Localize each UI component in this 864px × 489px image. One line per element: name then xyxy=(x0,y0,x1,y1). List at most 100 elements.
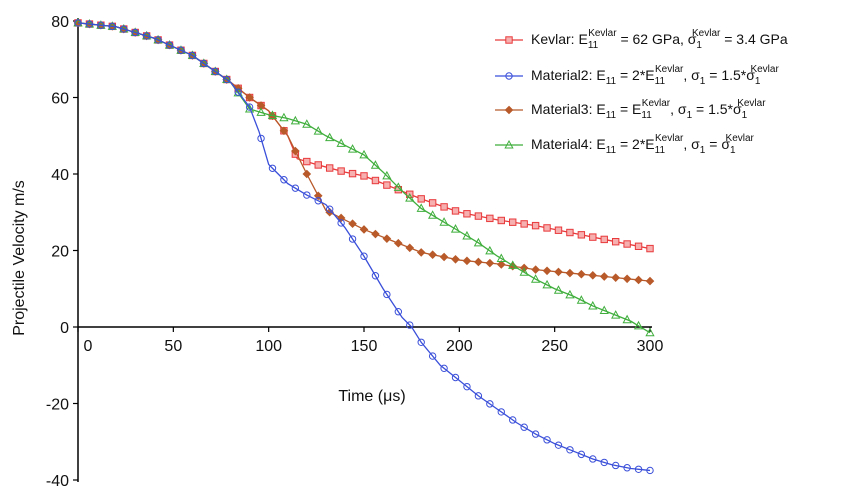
series-marker xyxy=(520,423,528,431)
legend: Kevlar: E11Kevlar = 62 GPa, σ1Kevlar = 3… xyxy=(495,28,788,156)
series-layer xyxy=(73,17,655,475)
series-marker xyxy=(599,272,609,281)
series-marker xyxy=(302,169,312,179)
series-marker xyxy=(165,41,174,49)
series-marker xyxy=(543,224,551,232)
series-marker xyxy=(382,170,392,180)
x-tick-label: 200 xyxy=(446,338,473,355)
y-tick-label: 60 xyxy=(51,91,69,108)
series-marker xyxy=(565,268,575,278)
series-marker xyxy=(645,327,655,337)
series-marker xyxy=(519,267,529,276)
series-marker xyxy=(530,274,541,283)
series-marker xyxy=(245,103,254,111)
legend-label: Material3: E11 = E11Kevlar, σ1 = 1.5*σ1K… xyxy=(531,98,766,121)
series-marker xyxy=(280,176,288,184)
series-2 xyxy=(74,19,654,475)
series-marker xyxy=(451,207,460,215)
y-axis-title: Projectile Velocity m/s xyxy=(11,180,28,336)
series-marker xyxy=(233,87,243,97)
series-marker xyxy=(634,275,643,285)
series-marker xyxy=(360,172,368,180)
series-marker xyxy=(463,382,471,391)
series-marker xyxy=(611,461,620,470)
series-marker xyxy=(325,132,335,142)
series-marker xyxy=(325,164,334,172)
series-marker xyxy=(74,19,82,27)
series-marker xyxy=(566,446,574,454)
series-marker xyxy=(485,258,495,268)
series-marker xyxy=(211,67,219,76)
series-marker xyxy=(599,305,609,315)
series-marker xyxy=(566,228,574,237)
series-marker xyxy=(371,229,380,239)
series-marker xyxy=(371,272,380,280)
series-marker xyxy=(611,238,620,246)
x-tick-label: 150 xyxy=(351,338,378,355)
series-marker xyxy=(451,254,460,264)
y-tick-label: 80 xyxy=(51,14,69,31)
series-marker xyxy=(428,250,437,260)
series-marker xyxy=(600,458,608,467)
series-marker xyxy=(451,373,460,382)
series-marker xyxy=(600,235,608,244)
series-marker xyxy=(85,20,94,28)
series-marker xyxy=(383,181,391,189)
series-marker xyxy=(428,199,437,207)
series-marker xyxy=(359,225,369,234)
series-marker xyxy=(257,134,265,143)
series-line xyxy=(77,22,651,282)
series-marker xyxy=(348,219,357,229)
series-marker xyxy=(554,267,563,277)
legend-label: Material2: E11 = 2*E11Kevlar, σ1 = 1.5*σ… xyxy=(531,64,779,87)
series-marker xyxy=(440,203,448,211)
series-marker xyxy=(370,160,381,169)
series-marker xyxy=(622,274,632,284)
series-marker xyxy=(554,441,563,449)
series-marker xyxy=(577,450,586,459)
series-marker xyxy=(302,119,312,128)
series-marker xyxy=(565,289,575,299)
series-marker xyxy=(416,203,426,212)
series-marker xyxy=(268,164,277,172)
legend-item-3: Material3: E11 = E11Kevlar, σ1 = 1.5*σ1K… xyxy=(495,98,766,121)
series-marker xyxy=(646,244,654,253)
series-marker xyxy=(336,138,346,147)
legend-item-1: Kevlar: E11Kevlar = 62 GPa, σ1Kevlar = 3… xyxy=(495,28,788,51)
series-marker xyxy=(325,205,334,213)
legend-marker xyxy=(504,139,514,149)
y-tick-label: 0 xyxy=(60,320,69,337)
series-marker xyxy=(634,242,643,250)
series-marker xyxy=(439,217,449,226)
series-marker xyxy=(577,231,586,239)
series-marker xyxy=(474,257,483,267)
series-marker xyxy=(337,167,345,175)
x-tick-label: 100 xyxy=(255,338,282,355)
series-marker xyxy=(509,416,517,424)
series-marker xyxy=(154,36,162,44)
series-marker xyxy=(417,338,425,346)
series-marker xyxy=(531,430,540,438)
series-marker xyxy=(633,320,644,330)
legend-marker xyxy=(505,72,513,80)
series-marker xyxy=(553,285,564,294)
series-marker xyxy=(623,464,631,472)
x-tick-label: 50 xyxy=(164,338,182,355)
y-tick-label: 40 xyxy=(51,167,69,184)
series-marker xyxy=(359,149,369,159)
series-marker xyxy=(347,144,358,153)
series-marker xyxy=(267,110,278,119)
series-marker xyxy=(646,466,654,475)
series-marker xyxy=(485,245,495,255)
series-marker xyxy=(394,238,403,248)
series-3 xyxy=(73,18,655,286)
series-marker xyxy=(256,107,266,116)
series-marker xyxy=(576,295,587,304)
series-marker xyxy=(486,214,494,223)
series-marker xyxy=(142,32,151,40)
series-marker xyxy=(508,260,518,269)
series-marker xyxy=(622,314,632,324)
series-marker xyxy=(371,176,380,185)
series-marker xyxy=(427,210,438,219)
series-marker xyxy=(405,243,415,253)
